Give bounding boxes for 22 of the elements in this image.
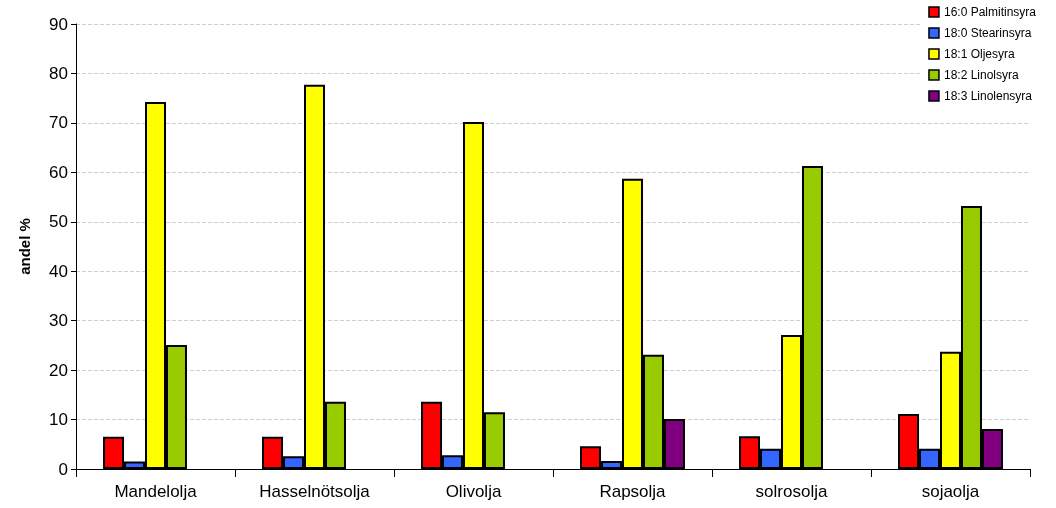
legend-label: 16:0 Palmitinsyra <box>943 5 1037 19</box>
y-tick-label: 90 <box>49 14 68 34</box>
y-tick-label: 0 <box>58 459 68 479</box>
legend-label: 18:0 Stearinsyra <box>943 26 1032 40</box>
legend-label: 18:1 Oljesyra <box>943 47 1015 61</box>
x-tick-label: Mandelolja <box>114 482 198 501</box>
y-tick-label: 80 <box>49 63 68 83</box>
y-axis-title: andel % <box>16 218 33 275</box>
x-tick-label: solrosolja <box>755 482 828 501</box>
y-tick-label: 10 <box>49 410 68 430</box>
legend-label: 18:3 Linolensyra <box>943 89 1033 103</box>
y-tick-label: 20 <box>49 360 68 380</box>
x-tick-label: Rapsolja <box>599 482 667 501</box>
x-tick-label: sojaolja <box>921 482 980 501</box>
x-tick-label: Hasselnötsolja <box>259 482 371 501</box>
y-tick-label: 30 <box>49 311 68 331</box>
y-tick-label: 40 <box>49 261 68 281</box>
legend-label: 18:2 Linolsyra <box>943 68 1019 82</box>
y-tick-label: 70 <box>49 113 68 133</box>
y-tick-label: 60 <box>49 162 68 182</box>
x-tick-label: Olivolja <box>445 482 502 501</box>
y-tick-label: 50 <box>49 212 68 232</box>
